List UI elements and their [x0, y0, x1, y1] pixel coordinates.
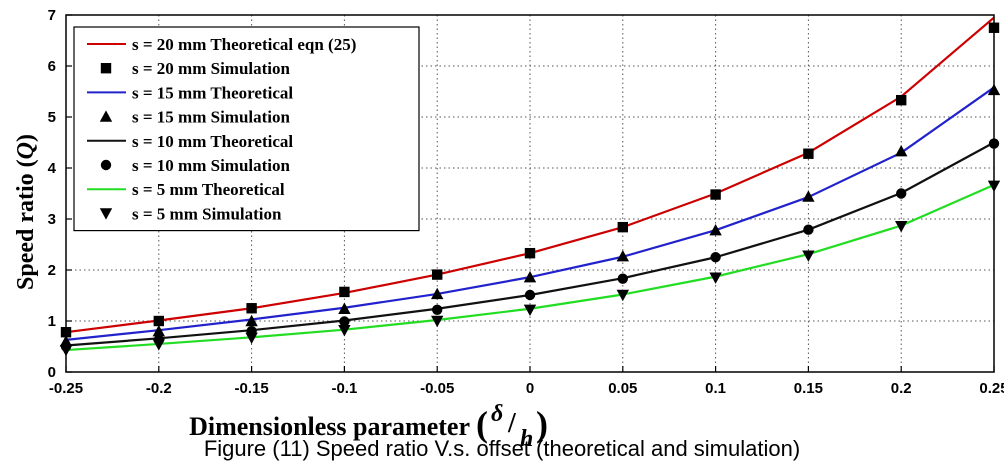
marker-s-20-mm-simulation — [432, 269, 443, 280]
x-tick-label: -0.25 — [49, 380, 83, 397]
y-tick-label: 1 — [48, 313, 56, 330]
x-tick-label: 0.15 — [794, 380, 823, 397]
marker-s-20-mm-simulation — [246, 303, 257, 314]
marker-s-10-mm-simulation — [896, 188, 907, 199]
marker-s-15-mm-simulation — [245, 314, 258, 327]
marker-s-5-mm-simulation — [245, 332, 258, 345]
marker-s-15-mm-simulation — [802, 190, 815, 202]
x-tick-label: 0.1 — [705, 380, 726, 397]
plot-series — [59, 16, 1001, 357]
x-tick-label: 0 — [526, 380, 534, 397]
x-tick-label: -0.15 — [234, 380, 268, 397]
legend-swatch — [100, 63, 112, 74]
x-tick-label: -0.1 — [331, 380, 357, 397]
y-tick-label: 7 — [48, 7, 56, 24]
marker-s-10-mm-simulation — [803, 224, 814, 235]
x-tick-label: -0.05 — [420, 380, 454, 397]
legend-label: s = 5 mm Simulation — [132, 204, 282, 223]
y-tick-label: 4 — [48, 160, 57, 177]
legend-label: s = 10 mm Simulation — [132, 156, 291, 175]
x-axis-title: Dimensionless parameter ( δ / h ) — [189, 401, 548, 452]
marker-s-15-mm-simulation — [431, 287, 444, 300]
legend-swatch — [99, 208, 113, 220]
marker-s-10-mm-simulation — [710, 252, 721, 263]
legend: s = 20 mm Theoretical eqn (25) s = 20 mm … — [73, 26, 420, 232]
marker-s-15-mm-simulation — [895, 144, 908, 157]
marker-s-20-mm-simulation — [524, 247, 536, 259]
svg-text:): ) — [536, 404, 548, 444]
marker-s-20-mm-simulation — [803, 148, 814, 159]
y-axis-label: Speed ratio — [13, 173, 39, 290]
marker-s-10-mm-simulation — [617, 273, 628, 284]
y-tick-label: 6 — [48, 58, 56, 75]
marker-s-5-mm-simulation — [895, 220, 908, 233]
legend-box — [73, 26, 420, 232]
marker-s-5-mm-simulation — [523, 304, 537, 316]
legend-swatch — [99, 110, 113, 122]
legend-swatch — [100, 159, 112, 171]
y-tick-label: 5 — [48, 109, 56, 126]
marker-s-20-mm-simulation — [617, 221, 628, 233]
marker-s-15-mm-simulation — [616, 250, 629, 262]
marker-s-20-mm-simulation — [339, 286, 350, 298]
y-axis-title: Speed ratio (Q) — [13, 134, 39, 290]
marker-s-15-mm-simulation — [523, 270, 537, 283]
marker-s-20-mm-simulation — [896, 94, 907, 106]
x-tick-label: 0.25 — [979, 380, 1004, 397]
x-tick-label: 0.05 — [608, 380, 637, 397]
marker-s-5-mm-simulation — [431, 315, 444, 328]
marker-s-5-mm-simulation — [802, 250, 815, 262]
axis-ticks: -0.25 -0.2 -0.15 -0.1 -0.05 0 0.05 0.1 0.15 0.2 0.… — [48, 7, 1004, 397]
x-axis-numerator: δ — [491, 401, 503, 427]
marker-s-5-mm-simulation — [152, 339, 165, 351]
svg-text:/: / — [507, 408, 517, 439]
x-tick-label: -0.2 — [146, 380, 172, 397]
y-axis-symbol: Q — [13, 142, 39, 159]
svg-text:(: ( — [476, 404, 488, 444]
marker-s-10-mm-simulation — [339, 316, 350, 327]
marker-s-15-mm-simulation — [709, 224, 722, 236]
marker-s-10-mm-simulation — [432, 304, 443, 315]
figure-caption: Figure (11) Speed ratio V.s. offset (the… — [203, 436, 801, 461]
y-tick-label: 3 — [48, 211, 56, 228]
marker-s-5-mm-simulation — [709, 272, 722, 284]
marker-s-15-mm-simulation — [152, 325, 165, 337]
marker-s-5-mm-simulation — [338, 324, 351, 337]
legend-label: s = 15 mm Theoretical — [132, 83, 293, 102]
y-tick-label: 0 — [48, 364, 56, 381]
marker-s-5-mm-simulation — [616, 289, 629, 302]
x-axis-denominator: h — [520, 426, 533, 452]
legend-label: s = 20 mm Theoretical eqn (25) — [132, 35, 356, 54]
marker-s-20-mm-simulation — [710, 189, 721, 200]
marker-s-20-mm-simulation — [153, 315, 164, 327]
x-axis-label: Dimensionless parameter — [189, 412, 470, 441]
marker-s-10-mm-simulation — [524, 289, 536, 301]
legend-label: s = 20 mm Simulation — [132, 59, 291, 78]
legend-label: s = 10 mm Theoretical — [132, 132, 293, 151]
marker-s-15-mm-simulation — [338, 302, 351, 314]
legend-label: s = 15 mm Simulation — [132, 108, 291, 127]
x-tick-label: 0.2 — [891, 380, 912, 397]
y-tick-label: 2 — [48, 262, 56, 279]
legend-label: s = 5 mm Theoretical — [132, 180, 285, 199]
